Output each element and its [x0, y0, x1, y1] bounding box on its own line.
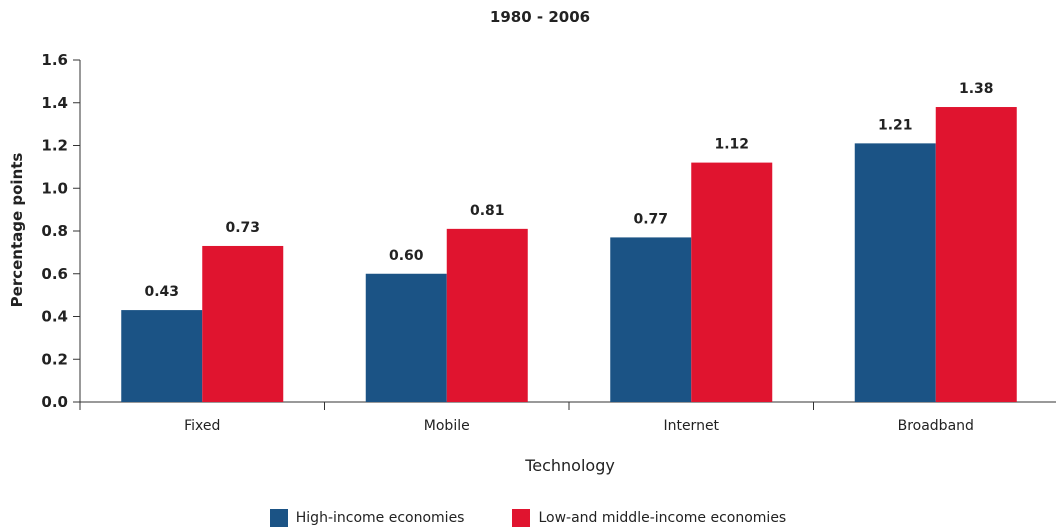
- legend-item-high-income: High-income economies: [269, 508, 465, 528]
- legend: High-income economies Low-and middle-inc…: [0, 508, 1056, 528]
- y-tick-label: 1.2: [41, 137, 68, 155]
- bar: [610, 237, 692, 402]
- y-tick-label: 0.0: [41, 393, 68, 411]
- x-tick-label: Internet: [663, 418, 719, 434]
- y-tick-label: 1.4: [41, 94, 68, 112]
- bar: [121, 310, 203, 402]
- bar-value-label: 1.12: [714, 137, 749, 153]
- bars: 0.43 0.60 0.77 1.21 0.73 0.81 1.12 1.38: [121, 81, 1017, 403]
- bar: [691, 162, 773, 402]
- legend-label-low-middle-income: Low-and middle-income economies: [538, 510, 787, 526]
- y-tick-label: 0.4: [41, 308, 68, 326]
- bar-value-label: 1.21: [878, 117, 913, 133]
- y-tick-label: 0.6: [41, 265, 68, 283]
- bar-value-label: 0.60: [389, 248, 424, 264]
- chart-title: 1980 - 2006: [490, 8, 590, 26]
- bar-value-label: 0.43: [144, 284, 179, 300]
- bar: [202, 245, 284, 402]
- bar-value-label: 1.38: [959, 81, 994, 97]
- y-tick-label: 0.8: [41, 222, 68, 240]
- y-tick-label: 0.2: [41, 350, 68, 368]
- legend-item-low-middle-income: Low-and middle-income economies: [512, 508, 786, 528]
- legend-swatch-high-income: [269, 509, 288, 527]
- x-tick-label: Broadband: [898, 418, 974, 434]
- legend-swatch-low-middle-income: [512, 509, 531, 527]
- y-axis: 0.0 0.2 0.4 0.6 0.8 1.0 1.2 1.4 1.6: [41, 51, 81, 411]
- bar-value-label: 0.73: [225, 220, 260, 236]
- x-axis: Fixed Mobile Internet Broadband: [79, 401, 1056, 434]
- bar-value-label: 0.77: [633, 211, 668, 227]
- bar: [854, 143, 936, 403]
- legend-label-high-income: High-income economies: [295, 510, 465, 526]
- x-axis-label: Technology: [524, 456, 615, 475]
- bar-value-label: 0.81: [470, 203, 505, 219]
- y-tick-label: 1.0: [41, 179, 68, 197]
- bar: [365, 273, 447, 402]
- y-axis-label: Percentage points: [8, 153, 26, 308]
- bar: [935, 107, 1017, 403]
- y-tick-label: 1.6: [41, 51, 68, 69]
- bar: [446, 228, 528, 402]
- bar-chart: 1980 - 2006 Percentage points Technology…: [8, 8, 1056, 475]
- x-tick-label: Mobile: [424, 418, 470, 434]
- x-tick-label: Fixed: [184, 418, 220, 434]
